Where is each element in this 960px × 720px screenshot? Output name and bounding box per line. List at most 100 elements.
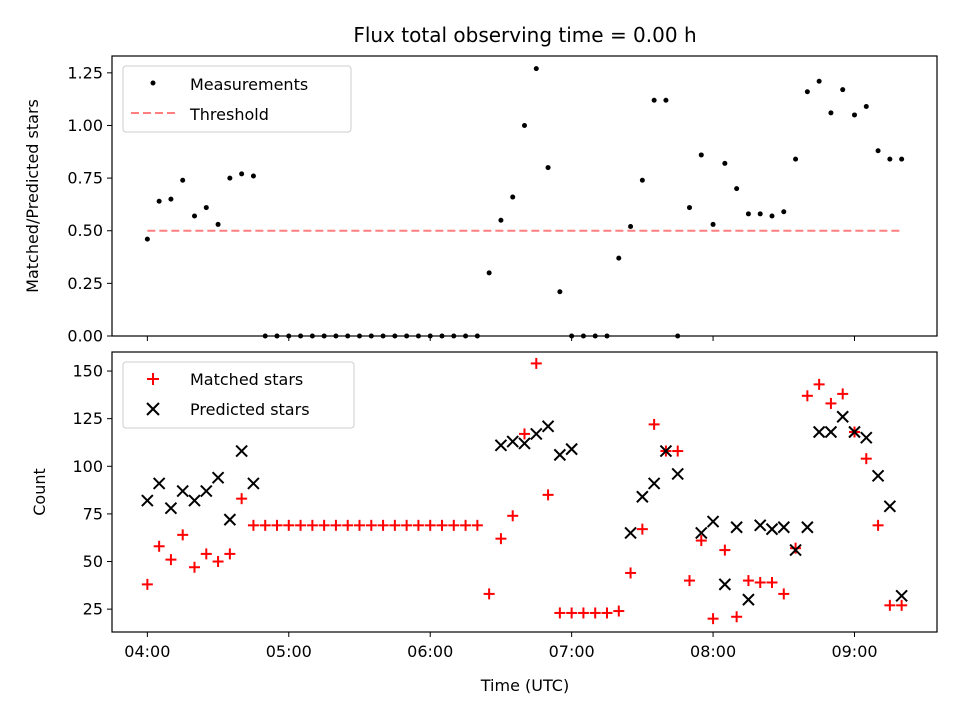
chart-title: Flux total observing time = 0.00 h xyxy=(353,23,696,47)
predicted-star-point xyxy=(200,484,213,498)
matched-star-point xyxy=(778,588,790,600)
predicted-star-point xyxy=(812,425,826,439)
measurement-point xyxy=(156,198,162,204)
matched-star-point xyxy=(872,519,884,531)
matched-star-point xyxy=(259,519,271,531)
x-tick-label: 07:00 xyxy=(549,642,595,661)
measurement-point xyxy=(840,87,846,93)
measurement-point xyxy=(804,89,810,95)
bottom-legend: Matched stars Predicted stars xyxy=(122,361,355,429)
measurement-point xyxy=(734,186,740,192)
matched-star-point xyxy=(389,519,401,531)
matched-star-point xyxy=(601,607,613,619)
y-tick-label: 0.75 xyxy=(67,169,103,188)
matched-star-point xyxy=(519,428,530,440)
matched-star-point xyxy=(424,519,436,531)
predicted-star-point xyxy=(223,513,237,526)
matched-star-point xyxy=(330,519,342,531)
measurement-point xyxy=(144,236,150,242)
predicted-star-point xyxy=(624,526,637,540)
predicted-star-point xyxy=(848,425,861,439)
predicted-star-point xyxy=(895,589,908,603)
measurement-point xyxy=(816,78,822,84)
x-tick-label: 09:00 xyxy=(831,642,877,661)
y-tick-label: 0.50 xyxy=(67,221,103,240)
predicted-star-point xyxy=(518,437,531,450)
measurement-point xyxy=(227,175,233,181)
bottom-plot-frame xyxy=(111,351,938,633)
measurement-point xyxy=(180,177,186,183)
predicted-star-point xyxy=(706,515,720,528)
y-tick-label: 75 xyxy=(83,504,103,523)
predicted-star-point xyxy=(506,435,519,448)
matched-star-point xyxy=(141,578,153,590)
measurement-point xyxy=(168,196,174,202)
bottom-marks xyxy=(141,357,908,625)
predicted-star-point xyxy=(742,593,755,606)
y-tick-label: 150 xyxy=(72,362,103,381)
matched-star-point xyxy=(271,519,283,531)
measurement-point xyxy=(616,255,622,261)
measurement-point xyxy=(769,213,775,219)
legend-measurements-label: Measurements xyxy=(190,75,308,94)
matched-star-point xyxy=(896,599,908,611)
matched-star-point xyxy=(813,378,825,390)
matched-star-point xyxy=(212,556,224,568)
top-legend-box xyxy=(122,65,352,133)
matched-star-point xyxy=(790,542,802,554)
measurement-point xyxy=(533,66,539,72)
measurement-point xyxy=(722,160,728,166)
matched-star-point xyxy=(471,519,483,531)
matched-star-point xyxy=(283,519,295,531)
predicted-star-point xyxy=(718,578,732,591)
legend-predicted-marker xyxy=(146,402,160,416)
measurement-point xyxy=(887,156,893,162)
predicted-star-point xyxy=(777,521,790,534)
bottom-legend-box xyxy=(122,361,355,429)
matched-star-point xyxy=(542,489,554,501)
matched-star-point xyxy=(684,575,695,587)
measurement-point xyxy=(498,217,504,223)
matched-star-point xyxy=(295,519,307,531)
y-tick-label: 1.25 xyxy=(67,63,103,82)
predicted-star-point xyxy=(824,425,838,439)
legend-measurement-marker xyxy=(150,80,156,86)
predicted-star-point xyxy=(636,490,649,503)
predicted-star-point xyxy=(164,501,178,515)
matched-star-point xyxy=(695,535,707,547)
legend-threshold-label: Threshold xyxy=(189,105,269,124)
y-tick-label: 0.25 xyxy=(67,274,103,293)
bottom-panel: 25 50 75 100 125 150 04:00 05:00 06:00 07:00 08:0… xyxy=(30,351,938,695)
y-tick-label: 100 xyxy=(72,457,103,476)
predicted-star-point xyxy=(553,448,567,462)
matched-star-point xyxy=(577,607,589,619)
matched-star-point xyxy=(825,397,837,409)
measurement-point xyxy=(651,97,657,103)
measurement-point xyxy=(899,156,905,162)
predicted-star-point xyxy=(247,477,260,490)
matched-star-point xyxy=(342,519,354,531)
y-tick-label: 25 xyxy=(83,600,103,619)
measurement-point xyxy=(875,148,881,154)
matched-star-point xyxy=(401,519,413,531)
measurement-point xyxy=(192,213,197,219)
matched-star-point xyxy=(719,544,731,556)
predicted-star-point xyxy=(176,484,189,498)
measurement-point xyxy=(639,177,645,183)
measurement-point xyxy=(745,211,751,217)
matched-star-point xyxy=(354,519,365,531)
predicted-star-point xyxy=(730,521,743,534)
matched-star-point xyxy=(165,554,177,566)
measurement-point xyxy=(239,171,245,177)
predicted-star-point xyxy=(141,494,154,507)
measurement-point xyxy=(828,110,834,116)
matched-star-point xyxy=(731,611,743,623)
measurement-point xyxy=(863,104,869,110)
matched-star-point xyxy=(589,607,601,619)
legend-predicted-label: Predicted stars xyxy=(190,400,310,419)
top-panel: 0.00 0.25 0.50 0.75 1.00 1.25 Matched/Predict… xyxy=(23,55,938,346)
x-tick-label: 06:00 xyxy=(407,642,453,661)
matched-star-point xyxy=(507,510,519,522)
y-tick-label: 125 xyxy=(72,409,103,428)
